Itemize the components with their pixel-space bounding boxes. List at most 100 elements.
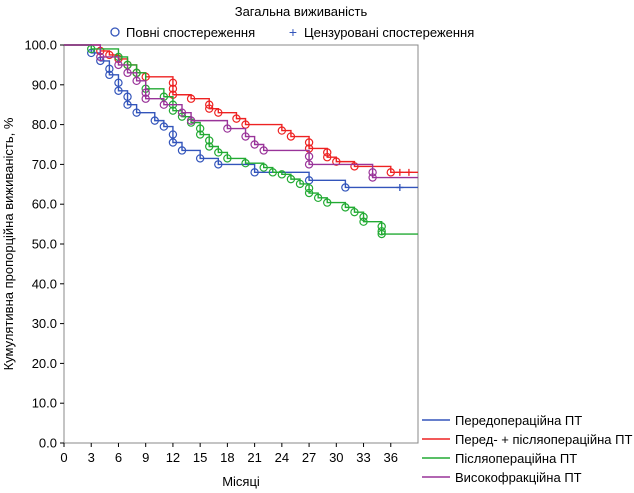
event-marker xyxy=(386,168,395,177)
event-marker xyxy=(304,138,314,147)
y-tick-label: 10.0 xyxy=(32,396,57,411)
event-marker xyxy=(323,148,332,157)
event-marker xyxy=(259,163,268,172)
event-marker xyxy=(195,130,205,139)
event-marker xyxy=(205,104,214,113)
event-marker xyxy=(123,92,132,101)
x-tick-label: 6 xyxy=(115,450,122,465)
event-marker xyxy=(159,122,169,131)
event-marker xyxy=(114,86,123,95)
y-tick-label: 50.0 xyxy=(32,237,57,252)
x-tick-label: 9 xyxy=(142,450,149,465)
event-marker xyxy=(241,132,250,141)
y-axis: 0.0 10.0 20.0 30.0 40.0 50.0 60.0 70.0 80.0 90.0 1… xyxy=(24,38,64,451)
event-marker xyxy=(268,168,277,177)
event-marker xyxy=(195,154,205,163)
y-tick-label: 20.0 xyxy=(32,356,57,371)
y-tick-label: 40.0 xyxy=(32,276,57,291)
x-tick-label: 21 xyxy=(247,450,261,465)
marker-legend: Повні спостереження + Цензуровані спосте… xyxy=(110,24,474,40)
censored-marker xyxy=(396,168,404,176)
series-1 xyxy=(64,44,418,192)
censored-marker xyxy=(405,168,413,176)
event-marker xyxy=(214,160,223,169)
event-marker xyxy=(304,184,314,193)
event-marker xyxy=(114,60,123,70)
y-tick-label: 100.0 xyxy=(24,38,57,53)
event-marker xyxy=(214,148,223,157)
event-marker xyxy=(141,94,150,103)
event-marker xyxy=(359,212,368,222)
x-tick-label: 3 xyxy=(88,450,95,465)
x-tick-label: 24 xyxy=(275,450,289,465)
event-marker xyxy=(123,68,132,78)
survival-curve-line xyxy=(64,44,418,189)
event-marker xyxy=(295,179,305,189)
x-tick-label: 18 xyxy=(220,450,234,465)
event-marker xyxy=(304,188,314,198)
event-marker xyxy=(177,146,187,155)
series-layer xyxy=(64,44,418,239)
legend-label: Високофракційна ПТ xyxy=(455,470,582,485)
event-marker xyxy=(186,116,196,125)
event-marker xyxy=(132,108,141,117)
event-marker xyxy=(232,114,241,123)
event-marker xyxy=(350,162,359,171)
event-marker xyxy=(105,64,114,74)
event-marker xyxy=(205,136,214,145)
event-marker xyxy=(350,207,359,217)
event-marker xyxy=(186,94,196,103)
x-tick-label: 12 xyxy=(166,450,180,465)
x-tick-label: 0 xyxy=(60,450,67,465)
event-marker xyxy=(323,198,332,207)
event-marker xyxy=(241,159,250,168)
event-marker xyxy=(168,84,178,93)
event-marker xyxy=(168,138,178,147)
series-legend: Передопераційна ПТ Перед- + післяоперацій… xyxy=(422,413,632,485)
event-marker xyxy=(259,146,268,155)
censored-observation-marker-icon: + xyxy=(289,24,297,40)
y-axis-title: Кумулятивна пропорційна виживаність, % xyxy=(1,117,16,370)
event-marker xyxy=(205,100,214,109)
plot-area xyxy=(63,44,419,444)
event-marker xyxy=(377,227,386,236)
event-marker xyxy=(177,108,187,117)
event-marker xyxy=(341,203,350,212)
event-marker xyxy=(214,108,223,117)
event-marker xyxy=(159,100,169,109)
event-marker xyxy=(277,126,287,135)
event-marker xyxy=(205,142,214,151)
event-marker xyxy=(304,160,314,169)
event-marker xyxy=(223,124,232,133)
y-tick-label: 80.0 xyxy=(32,117,57,132)
complete-observation-marker-icon xyxy=(110,27,120,37)
y-tick-label: 70.0 xyxy=(32,157,57,172)
x-axis-title: Місяці xyxy=(222,474,260,489)
y-tick-label: 90.0 xyxy=(32,77,57,92)
y-tick-label: 30.0 xyxy=(32,316,57,331)
y-tick-label: 0.0 xyxy=(39,436,57,451)
event-marker xyxy=(332,157,341,166)
event-marker xyxy=(250,140,259,149)
event-marker xyxy=(323,153,332,162)
event-marker xyxy=(150,116,159,125)
legend-label: Передопераційна ПТ xyxy=(455,413,582,428)
survival-curve-line xyxy=(64,44,418,179)
event-marker xyxy=(286,174,296,184)
x-tick-label: 30 xyxy=(329,450,343,465)
event-marker xyxy=(195,124,205,133)
event-marker xyxy=(304,152,314,161)
x-axis: 0 3 6 9 12 15 18 21 24 27 30 33 36 xyxy=(60,443,398,465)
legend-label: Післяопераційна ПТ xyxy=(455,451,577,466)
event-marker xyxy=(114,78,123,88)
event-marker xyxy=(368,168,377,177)
event-marker xyxy=(141,88,150,97)
x-tick-label: 33 xyxy=(356,450,370,465)
event-marker xyxy=(250,168,259,177)
event-marker xyxy=(277,170,287,179)
chart-title: Загальна виживаність xyxy=(235,4,368,19)
event-marker xyxy=(168,106,178,115)
event-marker xyxy=(377,229,386,239)
event-marker xyxy=(105,50,114,60)
